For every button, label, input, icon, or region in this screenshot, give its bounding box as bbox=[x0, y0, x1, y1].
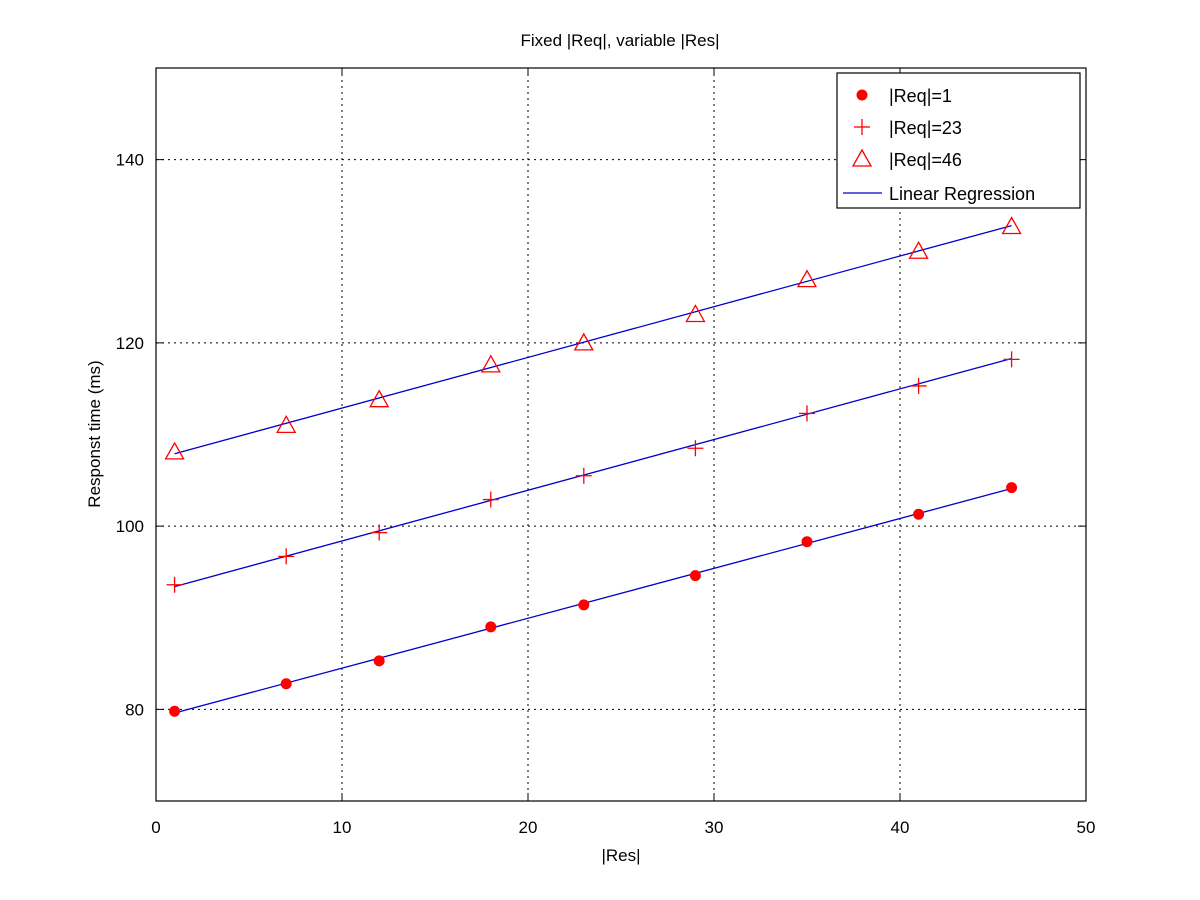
legend-label-req-23: |Req|=23 bbox=[889, 118, 962, 138]
data-point-series-3 bbox=[1001, 216, 1022, 235]
data-point-series-2 bbox=[575, 467, 592, 484]
data-point-series-3 bbox=[685, 304, 706, 323]
data-point-series-2 bbox=[687, 440, 704, 457]
x-tick-label: 40 bbox=[891, 818, 910, 837]
chart-title: Fixed |Req|, variable |Res| bbox=[520, 31, 719, 50]
x-tick-label: 0 bbox=[151, 818, 160, 837]
regression-line bbox=[174, 224, 1012, 455]
data-point-series-3 bbox=[276, 415, 297, 433]
x-tick-label: 50 bbox=[1077, 818, 1096, 837]
legend-label-req-1: |Req|=1 bbox=[889, 86, 952, 106]
data-point-series-3 bbox=[369, 389, 390, 408]
data-point-series-1 bbox=[578, 599, 590, 611]
legend-markers bbox=[843, 89, 882, 194]
data-points bbox=[164, 216, 1022, 717]
tick-labels: 0 10 20 30 40 50 80 100 120 140 bbox=[116, 151, 1096, 837]
legend-marker-series-3 bbox=[851, 148, 873, 167]
data-point-series-1 bbox=[485, 621, 497, 633]
y-axis-label: Responst time (ms) bbox=[85, 360, 104, 507]
regression-lines bbox=[174, 224, 1012, 714]
legend-label-req-46: |Req|=46 bbox=[889, 150, 962, 170]
y-tick-label: 80 bbox=[125, 700, 144, 719]
data-point-series-3 bbox=[164, 441, 185, 460]
regression-line bbox=[174, 487, 1012, 714]
data-point-series-1 bbox=[169, 705, 181, 717]
data-point-series-1 bbox=[801, 536, 813, 548]
data-point-series-2 bbox=[910, 377, 927, 394]
plot-frame bbox=[155, 67, 1087, 802]
data-point-series-2 bbox=[371, 524, 388, 541]
data-point-series-2 bbox=[799, 405, 815, 422]
data-point-series-2 bbox=[482, 491, 499, 508]
y-tick-label: 140 bbox=[116, 151, 144, 170]
y-tick-label: 120 bbox=[116, 334, 144, 353]
data-point-series-1 bbox=[373, 655, 385, 667]
x-tick-label: 10 bbox=[333, 818, 352, 837]
x-axis-label: |Res| bbox=[601, 846, 640, 865]
data-point-series-1 bbox=[1006, 482, 1018, 494]
legend: |Req|=1 |Req|=23 |Req|=46 Linear Regress… bbox=[836, 72, 1081, 209]
x-tick-label: 20 bbox=[519, 818, 538, 837]
legend-marker-series-2 bbox=[854, 119, 870, 135]
data-point-series-3 bbox=[796, 269, 818, 288]
data-point-series-1 bbox=[280, 678, 292, 690]
data-point-series-3 bbox=[573, 332, 594, 351]
data-point-series-3 bbox=[480, 354, 501, 373]
data-point-series-1 bbox=[689, 570, 701, 582]
y-tick-label: 100 bbox=[116, 517, 144, 536]
data-point-series-3 bbox=[908, 240, 929, 259]
x-tick-label: 30 bbox=[705, 818, 724, 837]
data-point-series-2 bbox=[278, 548, 295, 565]
legend-box bbox=[836, 72, 1081, 209]
data-point-series-1 bbox=[913, 508, 925, 520]
data-point-series-2 bbox=[1003, 351, 1020, 368]
legend-marker-series-1 bbox=[856, 89, 868, 101]
data-point-series-2 bbox=[166, 576, 183, 593]
legend-label-regression: Linear Regression bbox=[889, 184, 1035, 204]
regression-line bbox=[174, 357, 1012, 588]
